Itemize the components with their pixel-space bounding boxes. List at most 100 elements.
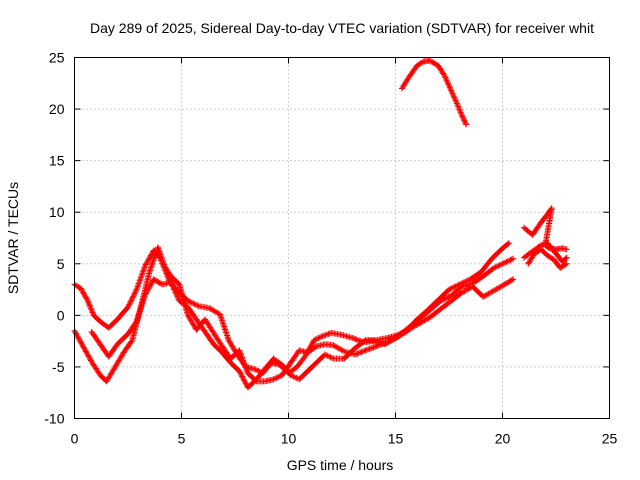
data-point [490,282,507,294]
data-point [478,256,494,276]
data-point [244,377,259,391]
data-point [154,244,167,268]
data-point [88,328,103,346]
data-point [114,305,131,323]
data-point [416,308,432,323]
y-axis-label: SDTVAR / TECUs [5,182,21,294]
data-point [184,312,199,332]
data-point [362,343,378,354]
data-point [426,307,443,321]
data-point [469,273,486,287]
data-point [270,372,284,383]
data-point [321,351,336,361]
data-point [193,316,208,334]
y-tick-label: -5 [52,359,65,375]
y-tick-label: 0 [57,307,65,323]
data-point [398,76,411,92]
data-point [112,350,126,370]
y-tick-label: 20 [49,101,65,117]
axis-ticks: 0 5 10 15 20 25 -10 -5 0 5 10 15 20 25 [44,50,617,447]
data-point [373,339,389,350]
data-point [90,312,103,324]
data-point [84,296,97,317]
data-point [227,359,242,374]
data-point [202,328,216,346]
x-tick-label: 5 [178,431,186,447]
data-point [559,245,569,253]
data-point [217,311,232,342]
data-point [448,87,460,107]
data-point [311,333,325,344]
data-point [544,252,556,262]
data-point [441,73,454,93]
data-point [210,341,225,355]
data-point [103,365,118,385]
data-point [480,265,496,280]
data-point [458,112,469,127]
data-point [105,342,120,360]
data-point [405,321,421,333]
data-point [184,304,199,322]
data-point [167,273,182,287]
data-point [339,331,355,341]
data-point [394,327,411,338]
data-point [236,347,251,375]
data-point [529,220,544,238]
data-point [557,261,569,271]
data-point [97,341,111,359]
y-tick-label: 25 [49,50,65,66]
data-point [125,287,139,311]
data-point [446,282,462,293]
data-point [184,297,201,309]
data-point [296,369,310,383]
data-point [426,298,443,314]
data-point [437,293,453,304]
series-track-5 [525,246,570,271]
grid [74,57,610,419]
x-tick-label: 10 [281,431,297,447]
data-point [351,347,368,358]
data-point [236,368,251,390]
y-tick-label: 15 [49,153,65,169]
data-point [463,121,470,128]
data-point [142,248,156,269]
series-track-6 [520,240,570,265]
data-point [559,255,569,265]
data-point [279,361,293,378]
y-tick-label: 5 [57,256,65,272]
data-point [202,316,216,335]
data-point [210,329,225,348]
data-point [563,260,570,267]
data-point [501,276,515,288]
data-point [125,319,139,337]
data-point [270,355,284,367]
data-point [253,367,268,383]
chart-title: Day 289 of 2025, Sidereal Day-to-day VTE… [90,20,594,36]
data-point [405,63,420,82]
data-point [437,298,453,313]
data-point [499,241,511,252]
series-track-7 [398,57,470,128]
data-point [330,342,346,354]
data-point [120,338,135,356]
data-point [538,246,550,258]
data-point [114,331,130,348]
data-point [304,360,319,375]
data-point [133,293,148,325]
data-point [499,256,515,267]
data-point [510,276,517,283]
x-axis-label: GPS time / hours [287,457,394,473]
data-point [505,240,512,247]
data-point [490,261,505,271]
data-point [195,303,211,311]
data-point [529,243,543,255]
data-point [448,290,464,304]
data-point [480,288,496,300]
data-point [304,344,319,356]
data-point [80,343,94,364]
data-point [206,305,222,317]
data-point [77,285,90,302]
data-point [542,205,555,247]
data-point [219,343,233,361]
x-tick-label: 15 [388,431,404,447]
